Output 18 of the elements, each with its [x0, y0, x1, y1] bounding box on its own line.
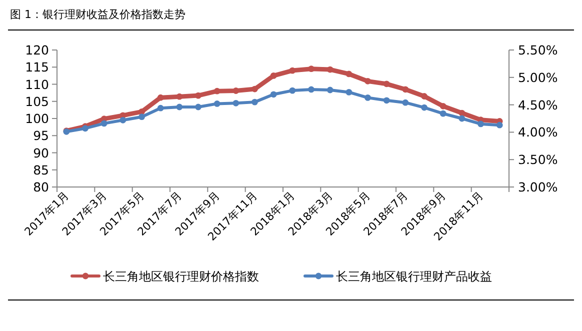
legend-label: 长三角地区银行理财产品收益 — [336, 270, 492, 284]
legend-label: 长三角地区银行理财价格指数 — [103, 270, 259, 284]
y-tick-label: 100 — [25, 111, 50, 126]
y2-tick-label: 5.00% — [518, 70, 558, 85]
y-tick-label: 105 — [25, 94, 49, 109]
y2-tick-label: 3.00% — [518, 180, 558, 194]
y2-tick-label: 3.50% — [518, 152, 558, 168]
y2-tick-label: 4.50% — [518, 97, 558, 112]
y2-tick-label: 4.00% — [518, 124, 558, 140]
y-tick-label: 115 — [25, 60, 49, 75]
y-tick-label: 120 — [25, 42, 50, 58]
chart-title: 图 1：银行理财收益及价格指数走势 — [10, 8, 186, 21]
y-tick-label: 80 — [33, 180, 50, 194]
y-tick-label: 110 — [25, 76, 50, 92]
y-tick-label: 90 — [33, 145, 50, 160]
y-tick-label: 95 — [33, 128, 49, 144]
y2-tick-label: 5.50% — [518, 42, 558, 58]
y-tick-label: 85 — [33, 162, 49, 178]
